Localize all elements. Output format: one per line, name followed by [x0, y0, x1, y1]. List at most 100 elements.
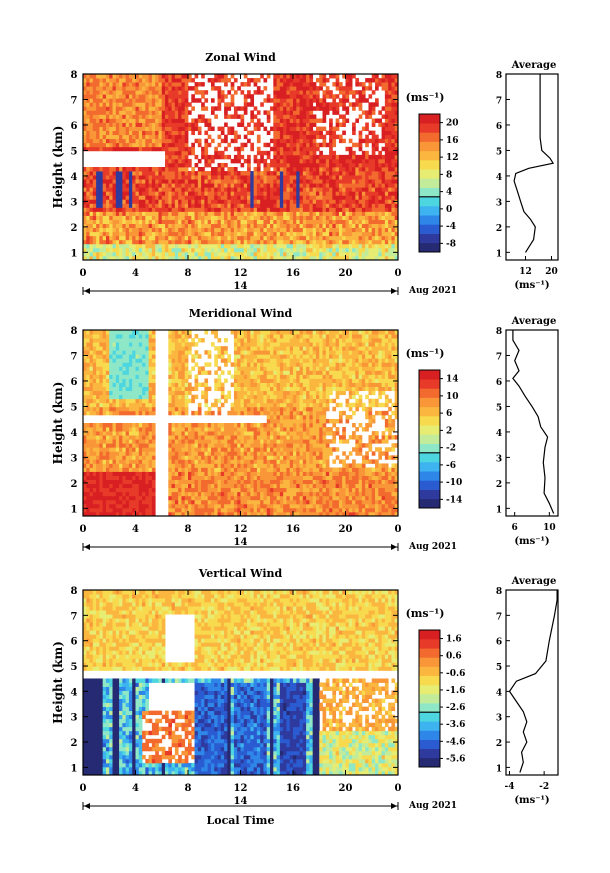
heatmap-cell — [158, 98, 163, 103]
heatmap-cell — [306, 138, 310, 144]
heatmap-cell — [250, 183, 255, 188]
heatmap-cell — [352, 255, 356, 261]
heatmap-cell — [273, 219, 277, 225]
heatmap-cell — [368, 175, 373, 180]
heatmap-cell — [135, 378, 140, 383]
heatmap-cell — [319, 86, 323, 91]
heatmap-cell — [286, 146, 291, 152]
heatmap-cell — [302, 175, 307, 180]
heatmap-cell — [388, 243, 392, 249]
heatmap-cell — [365, 167, 369, 172]
heatmap-cell — [188, 191, 192, 196]
heatmap-cell — [151, 431, 156, 436]
heatmap-cell — [338, 219, 343, 225]
heatmap-cell — [125, 471, 130, 476]
heatmap-cell — [125, 398, 130, 404]
heatmap-cell — [125, 215, 130, 220]
heatmap-cell — [237, 191, 241, 196]
heatmap-cell — [233, 227, 238, 233]
heatmap-cell — [125, 439, 130, 444]
heatmap-cell — [161, 167, 166, 172]
heatmap-cell — [243, 243, 248, 249]
heatmap-cell — [174, 435, 179, 440]
heatmap-cell — [233, 199, 238, 204]
heatmap-cell — [381, 203, 386, 208]
heatmap-cell — [171, 475, 176, 481]
heatmap-cell — [283, 106, 287, 111]
heatmap-cell — [148, 423, 153, 428]
heatmap-cell — [122, 118, 127, 123]
heatmap-cell — [92, 78, 97, 83]
heatmap-cell — [83, 386, 87, 392]
heatmap-cell — [391, 187, 396, 192]
heatmap-cell — [168, 427, 172, 432]
heatmap-cell — [302, 118, 307, 123]
heatmap-cell — [135, 134, 140, 140]
heatmap-cell — [96, 171, 100, 176]
heatmap-cell — [161, 146, 166, 152]
heatmap-cell — [345, 74, 350, 79]
heatmap-cell — [135, 475, 140, 481]
heatmap-cell — [309, 195, 314, 200]
heatmap-cell — [378, 251, 382, 257]
heatmap-cell — [86, 362, 90, 367]
heatmap-cell — [96, 386, 100, 392]
heatmap-cell — [135, 334, 140, 339]
heatmap-cell — [171, 346, 176, 351]
heatmap-cell — [296, 134, 300, 140]
heatmap-cell — [105, 398, 110, 404]
heatmap-cell — [286, 211, 291, 216]
heatmap-cell — [145, 354, 150, 359]
heatmap-cell — [168, 239, 172, 245]
heatmap-cell — [253, 158, 258, 164]
heatmap-cell — [125, 435, 130, 440]
heatmap-cell — [247, 171, 251, 176]
heatmap-cell — [263, 86, 268, 91]
heatmap-cell — [119, 138, 123, 144]
heatmap-cell — [299, 114, 304, 119]
heatmap-cell — [112, 86, 117, 91]
heatmap-cell — [138, 475, 143, 481]
heatmap-cell — [368, 239, 373, 245]
heatmap-cell — [135, 215, 140, 220]
heatmap-cell — [276, 211, 281, 216]
heatmap-cell — [342, 247, 346, 253]
heatmap-cell — [312, 154, 317, 160]
heatmap-cell — [243, 183, 248, 188]
heatmap-cell — [312, 175, 317, 180]
heatmap-cell — [256, 243, 261, 249]
heatmap-cell — [207, 179, 212, 184]
heatmap-cell — [86, 358, 90, 363]
colorbar-swatch — [419, 132, 440, 142]
heatmap-cell — [194, 199, 199, 204]
heatmap-cell — [165, 98, 169, 103]
heatmap-cell — [83, 138, 87, 144]
heatmap-cell — [260, 219, 264, 225]
heatmap-cell — [184, 247, 189, 253]
heatmap-cell — [171, 410, 176, 416]
heatmap-cell — [122, 227, 127, 233]
heatmap-cell — [178, 167, 182, 172]
heatmap-cell — [283, 167, 287, 172]
heatmap-cell — [352, 167, 356, 172]
heatmap-cell — [194, 162, 199, 168]
heatmap-cell — [102, 175, 107, 180]
heatmap-cell — [119, 443, 123, 448]
heatmap-cell — [115, 94, 120, 99]
heatmap-cell — [128, 98, 133, 103]
heatmap-cell — [132, 247, 136, 253]
heatmap-cell — [125, 138, 130, 144]
heatmap-cell — [227, 195, 232, 200]
heatmap-cell — [302, 187, 307, 192]
heatmap-cell — [86, 491, 90, 497]
heatmap-cell — [302, 167, 307, 172]
heatmap-cell — [109, 114, 113, 119]
heatmap-cell — [247, 199, 251, 204]
heatmap-cell — [125, 358, 130, 363]
heatmap-cell — [151, 503, 156, 509]
heatmap-cell — [128, 110, 133, 115]
heatmap-cell — [122, 134, 127, 140]
heatmap-cell — [155, 146, 159, 152]
heatmap-cell — [279, 158, 284, 164]
heatmap-cell — [145, 175, 150, 180]
